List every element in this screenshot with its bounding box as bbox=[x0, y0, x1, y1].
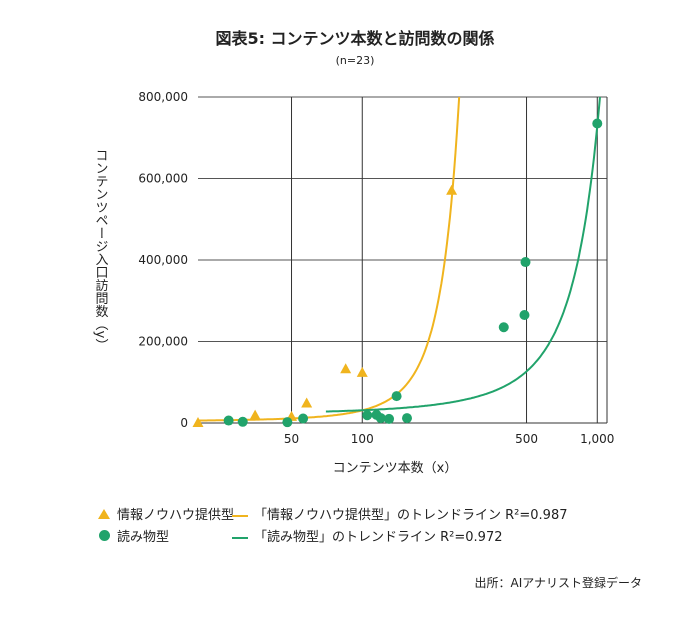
legend-item-trend2: 「読み物型」のトレンドライン R²=0.972 bbox=[232, 527, 568, 549]
triangle-point bbox=[340, 363, 352, 374]
tick-labels: 0 200,000 400,000 600,000 800,000 50 100 500 1,0… bbox=[138, 90, 614, 446]
legend-label: 「情報ノウハウ提供型」のトレンドライン R²=0.987 bbox=[254, 508, 568, 523]
source-note: 出所：AIアナリスト登録データ bbox=[474, 576, 642, 590]
chart-subtitle: (n=23) bbox=[336, 54, 375, 67]
legend-item-series2: 読み物型 bbox=[95, 527, 234, 549]
triangle-point bbox=[446, 184, 458, 195]
circle-point bbox=[592, 118, 603, 129]
legend-item-series1: 情報ノウハウ提供型 bbox=[95, 505, 234, 527]
x-tick-label: 100 bbox=[351, 432, 374, 446]
data-points bbox=[192, 118, 603, 428]
y-tick-label: 0 bbox=[180, 416, 188, 430]
triangle-marker-icon bbox=[98, 509, 110, 519]
circle-point bbox=[401, 413, 412, 424]
y-tick-label: 800,000 bbox=[138, 90, 188, 104]
x-tick-label: 50 bbox=[284, 432, 299, 446]
legend-item-trend1: 「情報ノウハウ提供型」のトレンドライン R²=0.987 bbox=[232, 505, 568, 527]
legend-trendlines: 「情報ノウハウ提供型」のトレンドライン R²=0.987 「読み物型」のトレンド… bbox=[232, 505, 568, 549]
circle-point bbox=[384, 413, 395, 424]
y-tick-label: 600,000 bbox=[138, 172, 188, 186]
trendlines bbox=[198, 97, 601, 422]
grid-lines bbox=[198, 96, 608, 424]
circle-point bbox=[282, 417, 293, 428]
chart-title: 図表5: コンテンツ本数と訪問数の関係 bbox=[215, 29, 494, 48]
circle-point bbox=[237, 416, 248, 427]
circle-point bbox=[498, 322, 509, 333]
circle-point bbox=[223, 415, 234, 426]
circle-point bbox=[520, 257, 531, 268]
triangle-point bbox=[356, 366, 368, 377]
x-tick-label: 500 bbox=[515, 432, 538, 446]
legend-label: 「読み物型」のトレンドライン R²=0.972 bbox=[254, 530, 503, 545]
circle-marker-icon bbox=[98, 530, 110, 541]
circle-point bbox=[519, 310, 530, 321]
x-axis-label: コンテンツ本数（x） bbox=[333, 461, 458, 476]
circle-point bbox=[375, 413, 386, 424]
legend: 情報ノウハウ提供型 読み物型 bbox=[95, 505, 234, 549]
trendline-2 bbox=[325, 97, 601, 413]
trendline-1 bbox=[198, 97, 461, 422]
circle-point bbox=[298, 413, 309, 424]
triangle-point bbox=[301, 397, 313, 408]
circle-point bbox=[362, 410, 373, 421]
legend-label: 情報ノウハウ提供型 bbox=[117, 508, 235, 523]
trendline-green-icon bbox=[232, 537, 248, 539]
y-tick-label: 200,000 bbox=[138, 335, 188, 349]
circle-point bbox=[391, 391, 402, 402]
y-axis-label: コンテンツページ入口訪問数（y） bbox=[93, 149, 109, 352]
triangle-point bbox=[249, 409, 261, 420]
trendline-yellow-icon bbox=[232, 515, 248, 517]
x-tick-label: 1,000 bbox=[580, 432, 614, 446]
legend-label: 読み物型 bbox=[117, 530, 170, 545]
triangle-point bbox=[192, 417, 204, 427]
y-tick-label: 400,000 bbox=[138, 253, 188, 267]
